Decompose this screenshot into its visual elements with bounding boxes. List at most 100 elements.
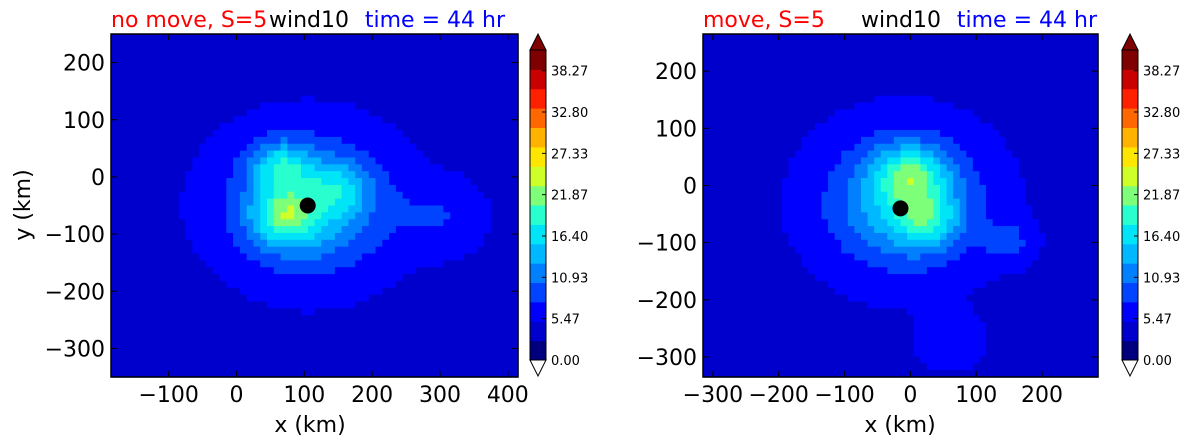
heatmap-cell [1058, 123, 1066, 131]
heatmap-cell [300, 54, 309, 63]
heatmap-cell [416, 198, 424, 207]
heatmap-cell [307, 82, 316, 90]
heatmap-cell [294, 205, 302, 213]
heatmap-cell [239, 342, 248, 351]
heatmap-cell [192, 349, 200, 358]
heatmap-cell [972, 212, 981, 220]
heatmap-cell [490, 136, 499, 145]
heatmap-cell [138, 88, 146, 97]
heatmap-cell [239, 82, 248, 90]
heatmap-cell [470, 253, 478, 261]
heatmap-cell [893, 212, 902, 220]
heatmap-cell [729, 226, 737, 234]
heatmap-cell [267, 287, 275, 296]
heatmap-cell [867, 178, 875, 186]
heatmap-cell [165, 40, 173, 49]
heatmap-cell [782, 198, 790, 207]
heatmap-cell [253, 280, 261, 289]
heatmap-cell [165, 102, 173, 111]
heatmap-cell [861, 95, 869, 104]
heatmap-cell [893, 95, 902, 104]
heatmap-cell [178, 274, 187, 282]
heatmap-cell [395, 219, 404, 227]
heatmap-cell [504, 95, 512, 104]
heatmap-cell [887, 68, 895, 76]
heatmap-cell [300, 349, 309, 358]
heatmap-cell [808, 61, 816, 69]
heatmap-cell [504, 68, 512, 76]
heatmap-cell [233, 322, 241, 330]
heatmap-cell [907, 47, 915, 56]
heatmap-cell [260, 82, 268, 90]
heatmap-cell [887, 184, 895, 193]
heatmap-cell [144, 363, 153, 371]
heatmap-cell [959, 130, 967, 138]
heatmap-cell [443, 157, 451, 165]
heatmap-cell [484, 95, 492, 104]
heatmap-cell [1084, 198, 1093, 207]
heatmap-cell [972, 150, 981, 159]
heatmap-cell [382, 342, 390, 351]
heatmap-cell [511, 328, 519, 337]
heatmap-cell [117, 370, 126, 378]
heatmap-cell [1025, 239, 1033, 248]
heatmap-cell [355, 75, 363, 83]
heatmap-cell [253, 116, 261, 124]
heatmap-cell [253, 301, 261, 309]
heatmap-cell [450, 82, 458, 90]
heatmap-cell [334, 82, 343, 90]
heatmap-cell [1012, 184, 1020, 193]
heatmap-cell [131, 82, 139, 90]
heatmap-cell [260, 328, 268, 337]
heatmap-cell [497, 40, 506, 49]
heatmap-cell [959, 143, 967, 152]
heatmap-cell [355, 164, 363, 172]
heatmap-cell [828, 47, 836, 56]
heatmap-cell [328, 198, 336, 207]
heatmap-cell [192, 253, 200, 261]
heatmap-cell [382, 328, 390, 337]
heatmap-cell [185, 143, 193, 152]
heatmap-cell [1032, 184, 1040, 193]
heatmap-cell [334, 75, 343, 83]
heatmap-cell [1078, 88, 1086, 97]
heatmap-cell [314, 178, 322, 186]
heatmap-cell [999, 191, 1007, 200]
heatmap-cell [355, 322, 363, 330]
heatmap-cell [841, 232, 849, 241]
heatmap-cell [185, 280, 193, 289]
heatmap-cell [294, 267, 302, 275]
heatmap-cell [920, 68, 928, 76]
heatmap-cell [348, 205, 356, 213]
heatmap-cell [280, 82, 288, 90]
heatmap-cell [716, 219, 724, 227]
heatmap-cell [729, 164, 737, 172]
heatmap-cell [334, 267, 343, 275]
heatmap-cell [511, 61, 519, 69]
heatmap-cell [1012, 178, 1020, 186]
heatmap-cell [328, 136, 336, 145]
heatmap-cell [1019, 34, 1027, 42]
heatmap-cell [178, 219, 187, 227]
heatmap-cell [402, 75, 411, 83]
heatmap-cell [1091, 219, 1099, 227]
heatmap-cell [1025, 198, 1033, 207]
heatmap-cell [716, 226, 724, 234]
heatmap-cell [368, 157, 377, 165]
heatmap-cell [966, 102, 974, 111]
heatmap-cell [328, 363, 336, 371]
heatmap-cell [294, 308, 302, 316]
heatmap-cell [1058, 130, 1066, 138]
heatmap-cell [178, 267, 187, 275]
heatmap-cell [729, 178, 737, 186]
heatmap-cell [775, 88, 783, 97]
heatmap-cell [287, 198, 295, 207]
heatmap-cell [1058, 150, 1066, 159]
heatmap-cell [755, 68, 763, 76]
heatmap-cell [1051, 205, 1060, 213]
heatmap-cell [307, 68, 316, 76]
heatmap-cell [443, 75, 451, 83]
heatmap-cell [861, 198, 869, 207]
heatmap-cell [788, 34, 796, 42]
heatmap-cell [321, 370, 329, 378]
